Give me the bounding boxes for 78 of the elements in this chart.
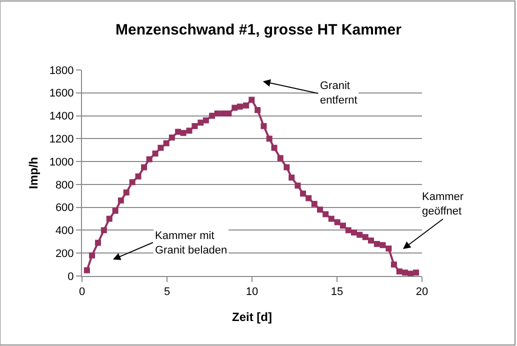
point: [271, 144, 278, 151]
y-tick-label: 1600: [49, 88, 74, 100]
point: [368, 238, 374, 244]
point: [322, 211, 329, 218]
point: [317, 206, 323, 213]
point: [345, 227, 352, 234]
point: [135, 173, 142, 180]
point: [402, 270, 408, 276]
point: [129, 179, 136, 186]
point: [180, 130, 186, 136]
point: [311, 200, 318, 207]
y-tick-label: 1200: [49, 134, 74, 146]
point: [106, 216, 112, 222]
point: [362, 234, 368, 240]
point: [146, 156, 152, 162]
y-tick-label: 1800: [49, 64, 74, 77]
chart-title: Menzenschwand #1, grosse HT Kammer: [116, 22, 402, 39]
point: [163, 140, 170, 146]
point: [254, 107, 261, 114]
point: [396, 268, 402, 274]
x-tick-label: 10: [246, 286, 258, 298]
point: [232, 104, 238, 111]
annotation: Kammer mit Granit beladen: [155, 230, 228, 256]
point: [390, 262, 397, 268]
point: [374, 240, 380, 247]
x-tick-label: 5: [164, 286, 170, 298]
x-axis-title: Zeit [d]: [232, 310, 272, 324]
point: [288, 174, 295, 181]
point: [226, 110, 232, 116]
point: [168, 134, 175, 141]
point: [89, 252, 96, 258]
y-tick-label: 200: [55, 248, 74, 260]
point: [248, 96, 255, 103]
point: [260, 123, 267, 130]
y-tick-label: 800: [55, 179, 74, 192]
x-tick-label: 15: [330, 286, 344, 298]
point: [351, 230, 357, 236]
annotation: Granit entfernt: [320, 80, 358, 106]
point: [243, 102, 250, 108]
point: [112, 208, 118, 214]
y-tick-label: 600: [55, 202, 74, 214]
point: [123, 189, 130, 196]
y-axis-title: Imp/h: [26, 157, 41, 189]
point: [277, 155, 284, 162]
point: [84, 267, 90, 274]
point: [300, 190, 306, 197]
point: [266, 136, 272, 142]
point: [94, 240, 101, 246]
annotation: Kammer geöffnet: [422, 191, 464, 218]
point: [413, 270, 420, 276]
point: [284, 164, 290, 170]
point: [198, 120, 204, 126]
point: [100, 227, 107, 234]
point: [209, 112, 216, 119]
point: [175, 128, 182, 135]
point: [294, 182, 301, 189]
point: [386, 246, 392, 252]
point: [202, 117, 209, 124]
point: [214, 110, 220, 116]
point: [334, 219, 340, 226]
x-tick-label: 20: [416, 286, 428, 298]
point: [236, 104, 243, 110]
x-tick-label: 0: [78, 286, 86, 298]
point: [152, 150, 158, 157]
point: [158, 144, 164, 151]
point: [186, 128, 192, 134]
point: [340, 222, 346, 229]
point: [380, 242, 386, 248]
point: [192, 123, 198, 130]
point: [306, 195, 312, 202]
point: [356, 232, 363, 238]
y-tick-label: 1000: [49, 156, 74, 168]
point: [141, 164, 148, 170]
y-tick-label: 0: [68, 270, 74, 283]
y-tick-label: 400: [55, 225, 74, 238]
point: [328, 216, 334, 222]
point: [118, 197, 124, 204]
y-tick-label: 1400: [49, 110, 74, 123]
